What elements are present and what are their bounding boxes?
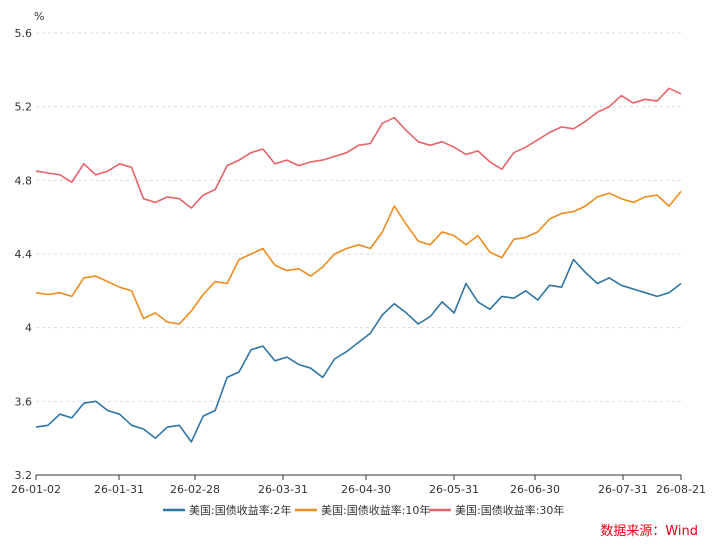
y-tick-label: 4.8 xyxy=(15,174,33,187)
gridlines xyxy=(36,32,681,402)
y-tick-label: 3.6 xyxy=(15,395,33,408)
y-tick-label: 4 xyxy=(25,322,32,335)
x-tick-label: 26-06-30 xyxy=(510,483,560,496)
x-tick-label: 26-04-30 xyxy=(341,483,391,496)
legend: 美国:国债收益率:2年 美国:国债收益率:10年 美国:国债收益率:30年 xyxy=(163,503,564,517)
y-tick-label: 3.2 xyxy=(15,469,33,482)
legend-label-3: 美国:国债收益率:30年 xyxy=(455,503,564,517)
y-tick-label: 5.2 xyxy=(15,101,33,114)
x-tick-label: 26-01-31 xyxy=(94,483,144,496)
legend-label-1: 美国:国债收益率:2年 xyxy=(189,503,291,517)
y-tick-label: 5.6 xyxy=(15,27,33,40)
series-line-1 xyxy=(35,258,682,443)
data-source-note: 数据来源：Wind xyxy=(600,524,698,539)
x-tick-label: 26-05-31 xyxy=(429,483,479,496)
series-line-3 xyxy=(35,87,682,209)
series-line-2 xyxy=(35,190,682,325)
x-tick-label: 26-01-02 xyxy=(11,483,61,496)
legend-label-2: 美国:国债收益率:10年 xyxy=(321,503,430,517)
x-tick-label: 26-08-21 xyxy=(656,483,706,496)
series-lines xyxy=(35,87,682,443)
x-tick-label: 26-07-31 xyxy=(598,483,648,496)
x-tick-label: 26-02-28 xyxy=(170,483,220,496)
x-tick-label: 26-03-31 xyxy=(258,483,308,496)
y-tick-label: 4.4 xyxy=(15,248,33,261)
x-axis: 26-01-02 26-01-31 26-02-28 26-03-31 26-04-30… xyxy=(11,474,706,496)
y-axis-unit-label: % xyxy=(34,10,44,23)
y-axis-ticks: 3.2 3.6 4 4.4 4.8 5.2 5.6 xyxy=(15,27,33,482)
